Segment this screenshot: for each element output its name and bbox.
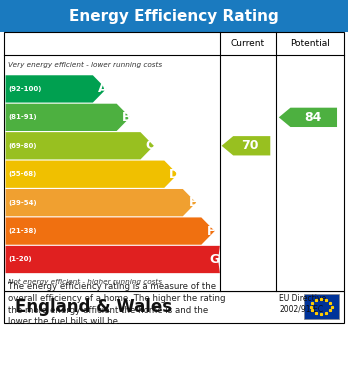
Text: (39-54): (39-54) — [8, 200, 37, 206]
Polygon shape — [6, 189, 196, 216]
Polygon shape — [279, 108, 337, 127]
Bar — [0, 0, 348, 32]
Polygon shape — [6, 104, 130, 131]
Text: 70: 70 — [242, 139, 259, 152]
Text: C: C — [146, 139, 155, 152]
Text: The energy efficiency rating is a measure of the
overall efficiency of a home. T: The energy efficiency rating is a measur… — [8, 282, 225, 326]
Text: G: G — [209, 253, 220, 266]
Polygon shape — [6, 217, 215, 245]
Text: E: E — [189, 196, 197, 209]
Text: Not energy efficient - higher running costs: Not energy efficient - higher running co… — [8, 279, 162, 285]
Text: F: F — [207, 224, 215, 238]
Text: 84: 84 — [304, 111, 321, 124]
Text: Potential: Potential — [290, 39, 330, 48]
Text: A: A — [98, 83, 108, 95]
Bar — [304, 294, 339, 319]
Bar — [4, 32, 344, 291]
Text: (69-80): (69-80) — [8, 143, 37, 149]
Text: (55-68): (55-68) — [8, 171, 37, 177]
Text: (81-91): (81-91) — [8, 114, 37, 120]
Text: (92-100): (92-100) — [8, 86, 42, 92]
Polygon shape — [6, 75, 106, 102]
Bar — [4, 291, 344, 323]
Text: Energy Efficiency Rating: Energy Efficiency Rating — [69, 9, 279, 23]
Polygon shape — [6, 132, 154, 160]
Polygon shape — [6, 161, 178, 188]
Text: D: D — [169, 168, 179, 181]
Text: (21-38): (21-38) — [8, 228, 37, 234]
Polygon shape — [222, 136, 270, 156]
Text: B: B — [122, 111, 131, 124]
Polygon shape — [6, 246, 220, 273]
Text: Current: Current — [231, 39, 265, 48]
Text: EU Directive
2002/91/EC: EU Directive 2002/91/EC — [279, 294, 326, 314]
Text: Very energy efficient - lower running costs: Very energy efficient - lower running co… — [8, 62, 162, 68]
Text: England & Wales: England & Wales — [15, 298, 172, 316]
Text: (1-20): (1-20) — [8, 256, 32, 262]
